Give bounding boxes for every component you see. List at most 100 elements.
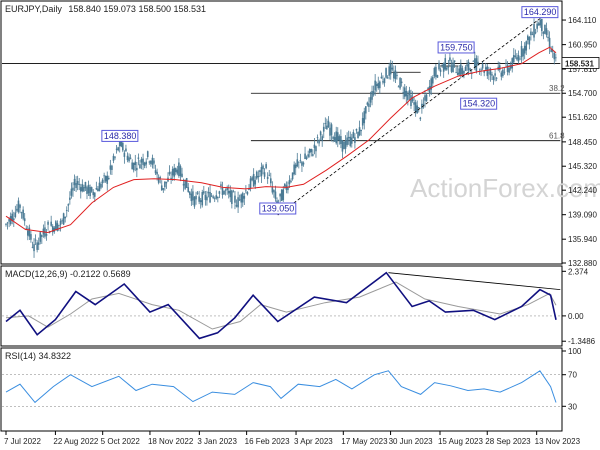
current-price-label: 158.531 (565, 59, 594, 68)
candle-body (477, 61, 479, 64)
candle-body (517, 55, 520, 62)
candle-body (512, 55, 515, 63)
candle-body (73, 178, 76, 186)
candle-body (78, 184, 81, 186)
candle-body (61, 220, 63, 222)
candle-body (528, 37, 531, 45)
candle-body (338, 136, 341, 141)
candle-body (396, 75, 398, 77)
candle-body (218, 191, 221, 194)
candle-body (65, 210, 68, 211)
candle-body (430, 78, 433, 90)
candle-body (341, 140, 344, 152)
candle-body (389, 64, 392, 75)
candle-body (79, 187, 82, 192)
candle-body (64, 216, 66, 219)
candle-body (146, 151, 149, 158)
candle-body (69, 197, 71, 200)
candle-body (269, 178, 272, 184)
candle-body (310, 148, 313, 153)
date-tick-label: 30 Jun 2023 (389, 437, 434, 446)
candle-body (212, 196, 214, 198)
date-tick-label: 7 Jul 2022 (4, 437, 41, 446)
price-annotation-label: 139.050 (262, 203, 295, 213)
candle-body (137, 157, 140, 159)
candle-body (421, 103, 423, 109)
candle-body (103, 175, 105, 177)
candle-body (37, 242, 40, 245)
fib-level-label: 38.2 (549, 84, 565, 93)
candle-body (542, 31, 545, 34)
candle-body (422, 103, 425, 105)
candle-body (176, 169, 179, 174)
candle-body (203, 191, 205, 194)
candle-body (100, 183, 102, 188)
candle-body (156, 171, 158, 175)
candle-body (446, 67, 448, 70)
candle-body (223, 190, 225, 195)
candle-body (516, 57, 518, 60)
candle-body (190, 193, 193, 202)
candle-body (452, 62, 454, 73)
candle-body (198, 196, 200, 202)
candle-body (326, 125, 328, 130)
candle-body (125, 148, 127, 152)
candle-body (366, 102, 369, 105)
candle-body (136, 167, 138, 171)
macd-panel-frame (0, 265, 563, 347)
candle-body (312, 154, 314, 156)
candle-body (327, 120, 330, 128)
price-axis-tick-label: 160.950 (568, 41, 597, 50)
date-tick-label: 17 May 2023 (341, 437, 388, 446)
candle-body (53, 227, 56, 232)
candle-body (154, 170, 157, 174)
candle-body (196, 192, 199, 194)
candle-body (220, 184, 222, 186)
candle-body (495, 77, 498, 79)
candle-body (257, 175, 260, 178)
candle-body (151, 157, 154, 165)
candle-body (304, 153, 306, 160)
candle-body (467, 61, 470, 71)
candle-body (55, 221, 57, 231)
candle-body (92, 191, 95, 196)
candle-body (234, 195, 236, 203)
candle-body (19, 204, 21, 208)
macd-signal-line (5, 281, 557, 330)
candle-body (414, 102, 417, 113)
candle-body (474, 58, 476, 68)
candle-body (126, 155, 129, 161)
date-tick-label: 28 Sep 2023 (485, 437, 531, 446)
candle-body (90, 187, 93, 192)
candle-body (273, 189, 275, 193)
candle-body (243, 196, 246, 199)
candle-body (101, 179, 104, 184)
candle-body (393, 72, 395, 79)
candle-body (51, 226, 54, 233)
candle-body (160, 185, 163, 191)
candle-body (16, 208, 18, 211)
candle-body (170, 177, 172, 180)
candle-body (511, 58, 514, 69)
candle-body (411, 97, 414, 102)
candle-body (502, 69, 504, 77)
candle-body (403, 87, 406, 97)
candle-body (541, 18, 543, 32)
candle-body (164, 181, 166, 188)
candle-body (447, 66, 450, 68)
candle-body (193, 196, 196, 207)
candle-body (433, 67, 436, 77)
candle-body (232, 191, 235, 193)
candle-body (301, 161, 303, 166)
candle-body (336, 132, 339, 141)
candle-body (226, 187, 228, 191)
rsi-axis-tick-label: 70 (568, 371, 577, 380)
candle-body (494, 73, 496, 76)
candle-body (514, 55, 517, 57)
candle-body (329, 127, 331, 136)
candle-body (114, 156, 116, 158)
candle-body (354, 137, 356, 143)
fib-level-label: 61.8 (549, 132, 565, 141)
candle-body (56, 223, 59, 231)
candle-body (81, 184, 84, 192)
